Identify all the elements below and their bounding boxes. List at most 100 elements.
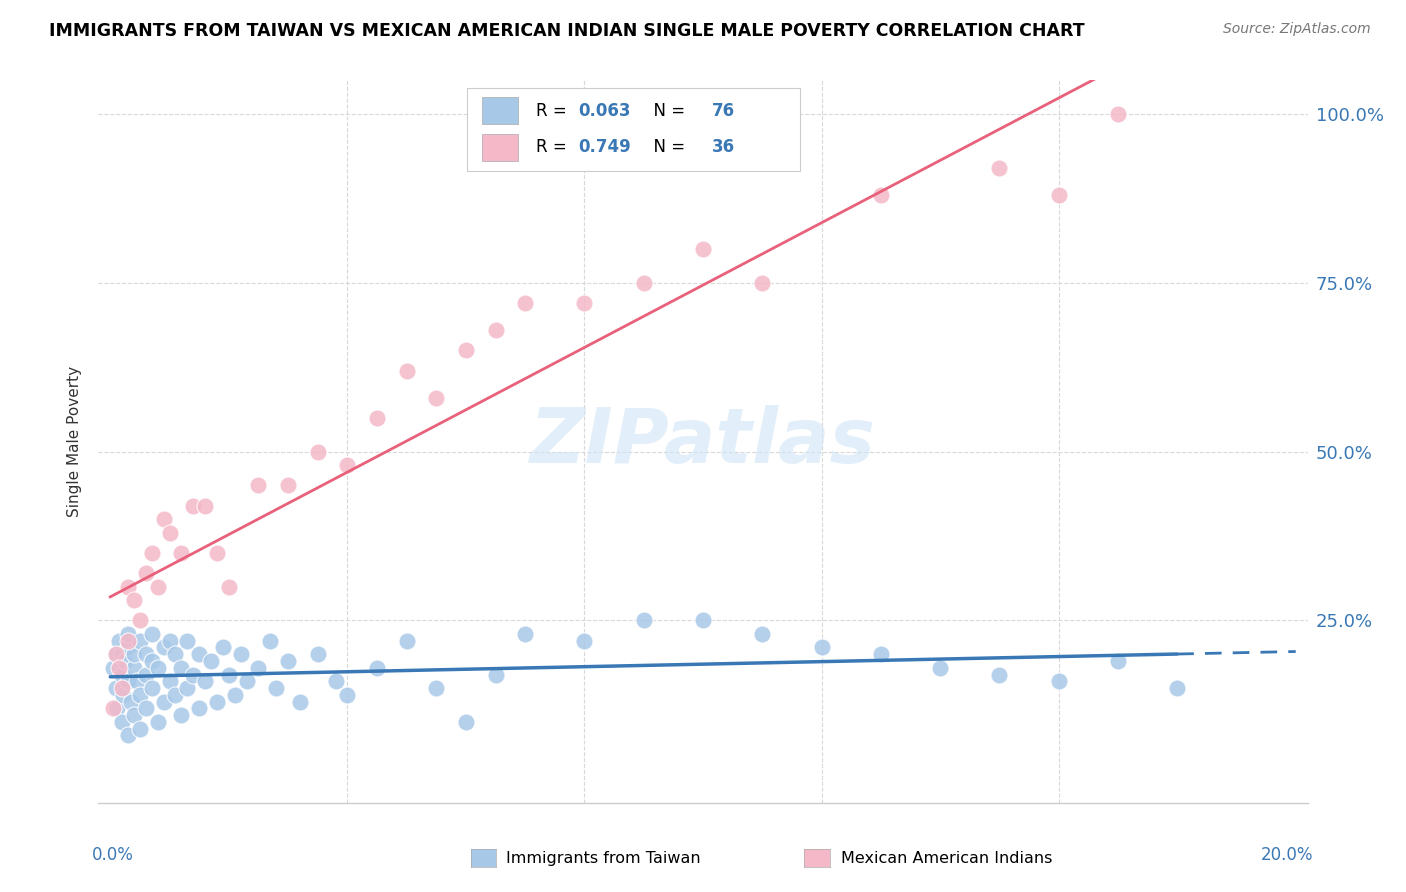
Point [176,633,198,648]
Point [129,614,152,628]
Point [633,614,655,628]
Point [129,633,152,648]
Point [152,512,174,526]
Text: N =: N = [643,102,690,120]
Point [141,681,163,695]
Point [159,674,181,689]
Text: N =: N = [643,138,690,156]
Point [181,667,204,681]
Point [129,722,152,736]
Point [1047,188,1070,202]
Point [454,343,477,358]
Point [122,647,145,661]
Point [112,688,135,702]
Point [484,323,506,337]
Text: 0.063: 0.063 [578,102,631,120]
Point [247,478,270,492]
Point [159,525,181,540]
Point [229,647,252,661]
Point [120,694,142,708]
Text: R =: R = [536,138,572,156]
Point [307,647,329,661]
Point [259,633,281,648]
Point [224,688,246,702]
Point [117,627,139,641]
Point [988,161,1011,175]
Point [264,681,287,695]
Point [1107,654,1129,668]
Point [454,714,477,729]
Point [277,654,299,668]
Point [122,661,145,675]
Point [117,674,139,689]
Point [159,633,181,648]
FancyBboxPatch shape [482,134,517,161]
Point [188,647,211,661]
Point [135,667,157,681]
Text: 0.749: 0.749 [578,138,631,156]
Point [200,654,222,668]
FancyBboxPatch shape [467,87,800,170]
Point [751,627,773,641]
Point [135,647,157,661]
Point [135,701,157,715]
Point [111,681,134,695]
Point [425,681,447,695]
Point [810,640,832,655]
Point [170,546,193,560]
Point [111,647,134,661]
Point [170,708,193,723]
Point [288,694,311,708]
Point [129,688,152,702]
FancyBboxPatch shape [482,97,517,125]
Point [103,701,125,715]
Point [114,654,136,668]
Point [425,391,447,405]
Point [277,478,299,492]
Point [1047,674,1070,689]
Point [366,411,388,425]
Point [194,499,217,513]
Point [146,714,169,729]
Point [105,647,128,661]
Point [212,640,235,655]
Point [633,276,655,290]
Point [751,276,773,290]
Point [152,640,174,655]
Point [869,647,891,661]
Point [336,688,359,702]
Point [141,627,163,641]
Point [1166,681,1188,695]
Point [105,701,128,715]
Point [325,674,347,689]
Point [135,566,157,581]
Point [1107,107,1129,121]
Point [188,701,211,715]
Point [235,674,257,689]
Text: 0.0%: 0.0% [93,847,134,864]
Point [117,728,139,742]
Point [146,661,169,675]
Point [218,580,240,594]
Point [122,708,145,723]
Point [205,546,228,560]
Point [988,667,1011,681]
Point [152,694,174,708]
Point [108,633,131,648]
Point [692,242,714,256]
Y-axis label: Single Male Poverty: Single Male Poverty [67,366,83,517]
Point [111,714,134,729]
Point [117,580,139,594]
Text: 20.0%: 20.0% [1261,847,1313,864]
Point [108,661,131,675]
Point [170,661,193,675]
Point [117,640,139,655]
Point [336,458,359,472]
Point [247,661,270,675]
Point [869,188,891,202]
Point [194,674,217,689]
Point [181,499,204,513]
Point [105,647,128,661]
Point [515,296,537,310]
Point [122,593,145,607]
